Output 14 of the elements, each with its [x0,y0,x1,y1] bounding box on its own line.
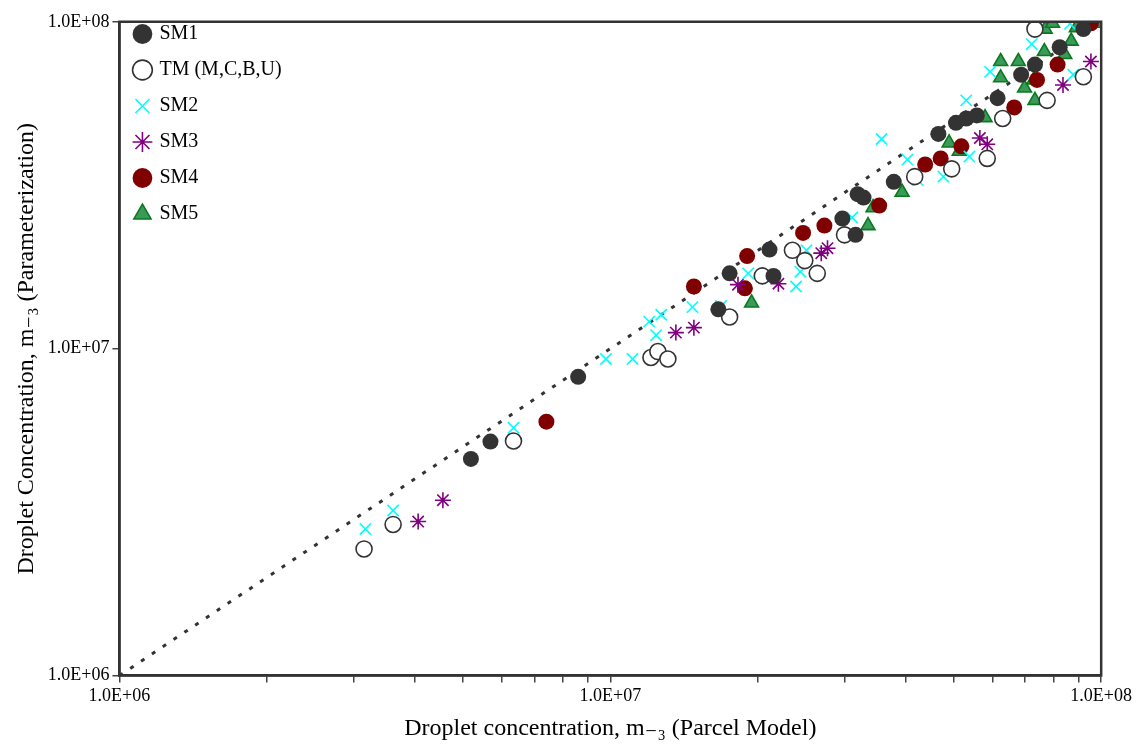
y-tick-label: 1.0E+06 [47,664,110,685]
x-tick-label: 1.0E+06 [88,685,151,706]
x-tick-label: 1.0E+07 [579,685,642,706]
y-axis-title: Droplet Concentration, m₋₃ (Parameterization) [11,122,38,575]
legend-label: SM3 [159,129,199,152]
y-tick-label: 1.0E+08 [47,10,110,31]
x-axis-title: Droplet concentration, m₋₃ (Parcel Model) [404,713,817,740]
legend-label: SM1 [159,21,199,44]
x-tick-label: 1.0E+08 [1070,685,1132,706]
legend-label: TM (M,C,B,U) [159,57,282,81]
legend-label: SM5 [159,201,199,224]
legend-label: SM4 [159,165,199,188]
legend-label: SM2 [159,93,199,116]
y-tick-label: 1.0E+07 [47,337,110,358]
